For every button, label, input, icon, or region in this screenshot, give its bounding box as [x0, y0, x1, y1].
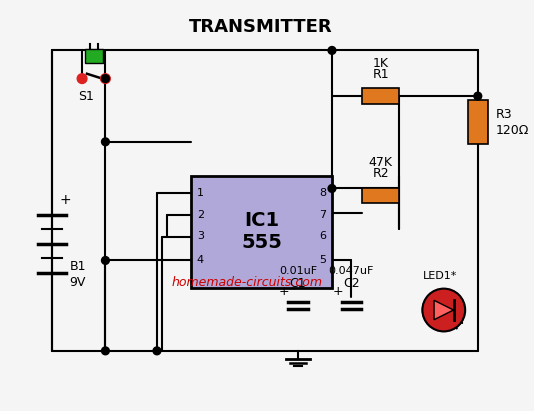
Text: +: + — [333, 285, 343, 298]
Text: R3: R3 — [496, 108, 512, 121]
Text: 1: 1 — [197, 188, 204, 199]
Text: 1K: 1K — [373, 57, 389, 69]
Text: 120Ω: 120Ω — [496, 124, 529, 136]
Circle shape — [153, 347, 161, 355]
Circle shape — [422, 289, 465, 331]
Text: TRANSMITTER: TRANSMITTER — [189, 18, 333, 36]
Text: 47K: 47K — [368, 156, 392, 169]
Text: 6: 6 — [319, 231, 326, 241]
Text: +: + — [60, 193, 72, 207]
Text: B1: B1 — [69, 260, 86, 273]
Circle shape — [474, 92, 482, 100]
Circle shape — [328, 46, 336, 54]
Text: 3: 3 — [197, 231, 204, 241]
Text: LED1*: LED1* — [423, 271, 457, 281]
Text: 7: 7 — [319, 210, 326, 220]
Circle shape — [101, 138, 109, 146]
Text: 0.01uF: 0.01uF — [279, 266, 317, 276]
Circle shape — [101, 75, 109, 83]
FancyBboxPatch shape — [362, 88, 399, 104]
FancyBboxPatch shape — [468, 101, 488, 144]
Text: R1: R1 — [372, 68, 389, 81]
Circle shape — [101, 256, 109, 264]
Text: C1: C1 — [289, 277, 307, 290]
Circle shape — [100, 74, 111, 83]
Text: C2: C2 — [343, 277, 360, 290]
Polygon shape — [434, 300, 453, 320]
Text: 5: 5 — [319, 255, 326, 266]
Text: 9V: 9V — [69, 276, 86, 289]
Text: 2: 2 — [197, 210, 204, 220]
Circle shape — [101, 347, 109, 355]
FancyBboxPatch shape — [362, 187, 399, 203]
Circle shape — [328, 185, 336, 192]
Text: IC1
555: IC1 555 — [241, 211, 282, 252]
Text: 4: 4 — [197, 255, 204, 266]
Text: homemade-circuits.com: homemade-circuits.com — [171, 276, 323, 289]
FancyBboxPatch shape — [85, 49, 103, 63]
Text: 8: 8 — [319, 188, 326, 199]
Text: +: + — [279, 285, 289, 298]
Text: R2: R2 — [372, 167, 389, 180]
Text: S1: S1 — [78, 90, 94, 103]
Circle shape — [77, 74, 87, 83]
FancyBboxPatch shape — [191, 176, 332, 288]
Text: 0.047uF: 0.047uF — [329, 266, 374, 276]
